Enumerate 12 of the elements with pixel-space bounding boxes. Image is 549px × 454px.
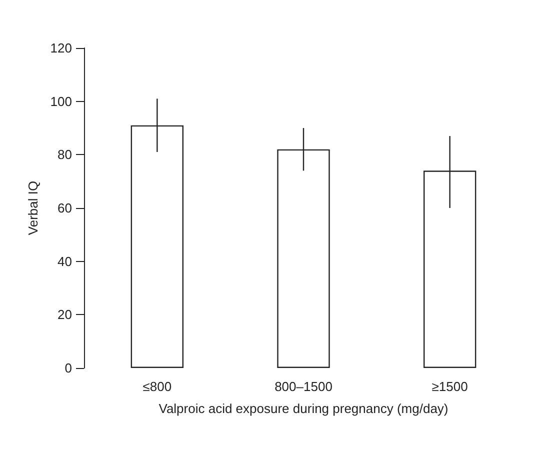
y-tick-label: 60 <box>58 200 72 216</box>
y-axis-title: Verbal IQ <box>25 180 40 236</box>
y-tick-label: 20 <box>58 307 72 322</box>
y-tick-label: 40 <box>58 254 72 269</box>
x-axis-title: Valproic acid exposure during pregnancy (mg/day) <box>158 401 448 416</box>
y-tick-label: 100 <box>50 94 72 109</box>
y-tick-label: 0 <box>64 360 72 376</box>
y-tick-label: 80 <box>58 147 72 162</box>
y-tick-label: 120 <box>50 40 72 56</box>
x-tick-label: ≤800 <box>142 379 172 394</box>
x-tick-label: 800–1500 <box>274 379 332 394</box>
x-tick-label: ≥1500 <box>432 379 468 394</box>
